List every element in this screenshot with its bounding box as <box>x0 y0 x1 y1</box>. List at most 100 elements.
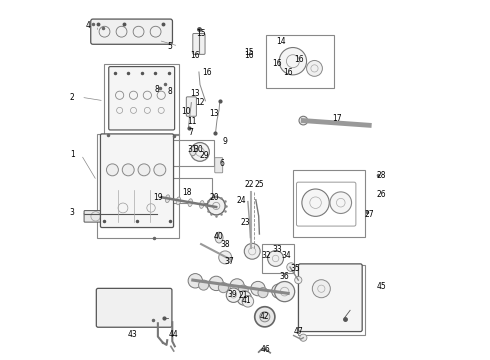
FancyBboxPatch shape <box>215 158 222 173</box>
FancyBboxPatch shape <box>84 211 156 222</box>
Circle shape <box>198 280 209 290</box>
Ellipse shape <box>199 201 204 208</box>
Bar <box>293 170 365 237</box>
Text: 30: 30 <box>194 145 203 154</box>
Circle shape <box>255 307 275 327</box>
Text: 38: 38 <box>220 240 230 249</box>
FancyBboxPatch shape <box>186 97 196 116</box>
Bar <box>169 178 212 203</box>
Text: 3: 3 <box>70 208 74 217</box>
Text: 42: 42 <box>259 312 269 321</box>
Text: 28: 28 <box>376 171 386 180</box>
Circle shape <box>312 280 330 298</box>
Bar <box>172 140 215 166</box>
Ellipse shape <box>188 199 193 207</box>
Text: 40: 40 <box>213 233 223 242</box>
Text: 16: 16 <box>191 51 200 60</box>
Text: 10: 10 <box>181 107 191 116</box>
Text: 37: 37 <box>224 256 234 266</box>
Text: 15: 15 <box>244 48 253 57</box>
Circle shape <box>268 251 284 266</box>
Text: 12: 12 <box>195 98 205 107</box>
Circle shape <box>138 164 150 176</box>
Text: 13: 13 <box>210 109 219 118</box>
Circle shape <box>287 263 295 271</box>
Circle shape <box>191 143 209 161</box>
Text: 39: 39 <box>227 290 237 299</box>
Circle shape <box>330 192 351 213</box>
Text: 23: 23 <box>240 218 250 227</box>
FancyBboxPatch shape <box>97 288 172 327</box>
Bar <box>298 265 365 335</box>
Bar <box>266 35 334 88</box>
Text: 24: 24 <box>237 197 246 206</box>
Circle shape <box>154 164 166 176</box>
Text: 7: 7 <box>189 128 194 137</box>
FancyBboxPatch shape <box>193 33 205 54</box>
Text: 5: 5 <box>167 42 172 51</box>
Text: 9: 9 <box>223 137 228 146</box>
Text: 33: 33 <box>272 245 282 253</box>
Text: 22: 22 <box>245 180 254 189</box>
Text: 43: 43 <box>128 330 138 338</box>
Ellipse shape <box>165 195 170 203</box>
Text: 26: 26 <box>377 190 387 199</box>
Text: 13: 13 <box>190 89 199 98</box>
Circle shape <box>279 48 307 75</box>
Circle shape <box>207 197 225 215</box>
Circle shape <box>238 285 248 295</box>
Text: 46: 46 <box>261 346 271 354</box>
Circle shape <box>271 284 286 298</box>
Circle shape <box>122 164 134 176</box>
Circle shape <box>219 251 232 264</box>
Circle shape <box>237 291 251 305</box>
Ellipse shape <box>176 197 181 205</box>
Circle shape <box>258 288 268 298</box>
Text: 16: 16 <box>272 59 282 68</box>
Text: 47: 47 <box>294 328 303 337</box>
Bar <box>262 244 294 273</box>
Circle shape <box>188 274 202 288</box>
Bar <box>104 64 179 135</box>
Text: 35: 35 <box>291 264 300 273</box>
Text: 27: 27 <box>365 210 374 219</box>
Circle shape <box>302 189 329 216</box>
Text: 4: 4 <box>86 21 91 30</box>
Text: 11: 11 <box>187 117 196 126</box>
Text: 44: 44 <box>168 330 178 339</box>
Text: 32: 32 <box>261 251 270 260</box>
Text: 15: 15 <box>196 29 206 38</box>
FancyBboxPatch shape <box>100 134 173 228</box>
Text: 18: 18 <box>182 188 192 197</box>
Text: 19: 19 <box>153 193 163 202</box>
Circle shape <box>260 312 270 322</box>
Text: 14: 14 <box>276 37 286 46</box>
Text: 6: 6 <box>219 159 224 168</box>
Text: 36: 36 <box>279 272 289 281</box>
Text: 21: 21 <box>239 291 248 300</box>
Text: 20: 20 <box>210 193 219 202</box>
Circle shape <box>219 283 228 293</box>
Circle shape <box>242 296 254 307</box>
FancyBboxPatch shape <box>298 264 362 332</box>
Circle shape <box>245 243 260 259</box>
Ellipse shape <box>215 232 223 243</box>
Text: 8: 8 <box>154 85 159 94</box>
FancyBboxPatch shape <box>91 19 172 44</box>
Text: 31: 31 <box>187 145 196 154</box>
Bar <box>97 134 179 238</box>
Text: 45: 45 <box>376 282 386 291</box>
Text: 2: 2 <box>70 93 74 102</box>
Circle shape <box>299 116 308 125</box>
Circle shape <box>294 276 302 284</box>
Text: 8: 8 <box>167 87 172 96</box>
FancyBboxPatch shape <box>109 67 174 130</box>
Circle shape <box>307 60 322 76</box>
Circle shape <box>230 279 245 293</box>
Circle shape <box>226 288 241 302</box>
Ellipse shape <box>190 147 196 156</box>
Circle shape <box>300 334 307 341</box>
Text: 1: 1 <box>70 150 74 159</box>
Text: 29: 29 <box>200 151 210 160</box>
Text: 16: 16 <box>202 68 212 77</box>
